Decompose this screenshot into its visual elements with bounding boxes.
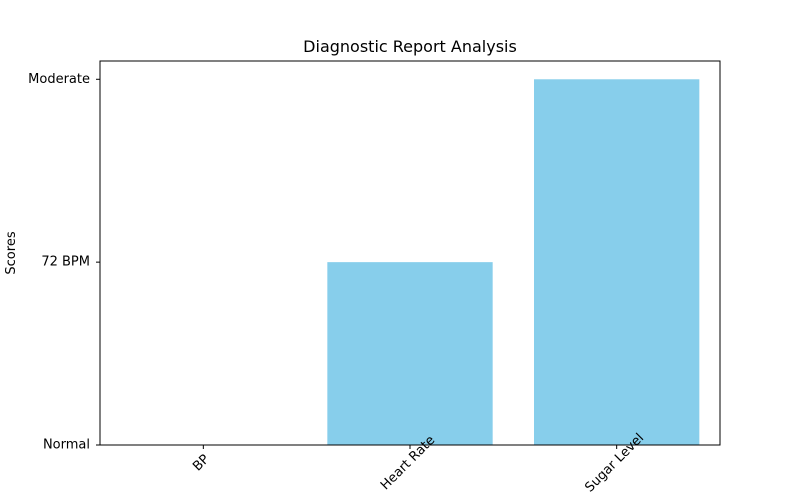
y-axis-label: Scores — [4, 231, 19, 274]
y-tick-label: Normal — [43, 438, 90, 453]
y-tick-label: Moderate — [28, 72, 90, 87]
bars-group — [327, 79, 700, 446]
bar-sugar-level — [534, 79, 700, 446]
plot-frame — [99, 60, 721, 446]
chart-title: Diagnostic Report Analysis — [303, 37, 517, 56]
y-tick-label: 72 BPM — [41, 255, 90, 270]
y-axis-ticks: Normal 72 BPM Moderate — [28, 72, 100, 453]
x-tick-label-bp: BP — [190, 452, 213, 475]
bar-heart-rate — [327, 262, 493, 445]
